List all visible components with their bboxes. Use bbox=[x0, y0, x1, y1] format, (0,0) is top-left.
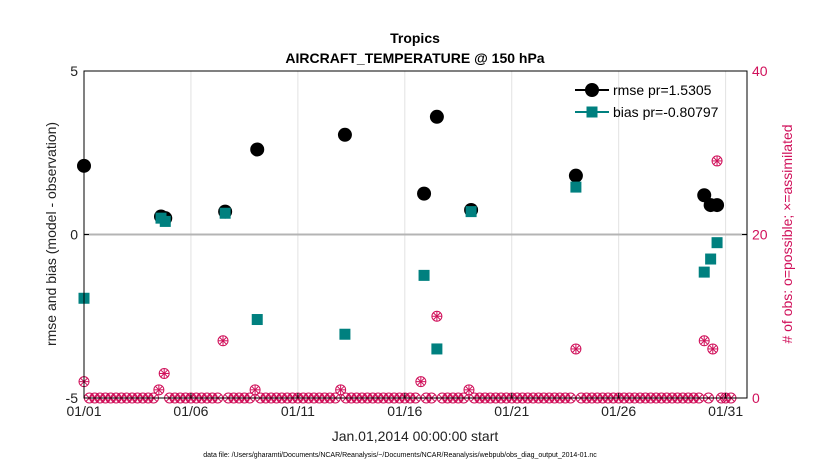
legend-item-rmse: rmse pr=1.5305 bbox=[575, 82, 712, 98]
legend-label-rmse: rmse pr=1.5305 bbox=[613, 82, 712, 98]
right-axis-ticks: 0 20 40 bbox=[742, 63, 768, 406]
rmse-point bbox=[250, 142, 265, 157]
x-tick-label: 01/31 bbox=[708, 403, 743, 419]
rmse-point bbox=[429, 109, 444, 124]
obs-count-marker bbox=[431, 310, 443, 322]
obs-markers bbox=[78, 155, 737, 404]
obs-count-marker bbox=[249, 384, 261, 396]
rmse-point bbox=[710, 198, 725, 213]
bias-point bbox=[698, 266, 710, 278]
y-axis-label-right: # of obs: o=possible; ×=assimilated bbox=[779, 124, 795, 343]
y-axis-label: rmse and bias (model - observation) bbox=[43, 122, 59, 346]
obs-count-marker bbox=[707, 343, 719, 355]
x-tick-label: 01/21 bbox=[494, 403, 529, 419]
rmse-point bbox=[417, 186, 432, 201]
x-tick-label: 01/11 bbox=[281, 403, 315, 419]
x-tick-label: 01/01 bbox=[66, 403, 101, 419]
x-tick-label: 01/06 bbox=[173, 403, 208, 419]
bias-point bbox=[431, 343, 443, 355]
legend: rmse pr=1.5305 bias pr=-0.80797 bbox=[575, 82, 719, 120]
obs-count-marker bbox=[570, 343, 582, 355]
chart-subtitle: AIRCRAFT_TEMPERATURE @ 150 hPa bbox=[285, 50, 544, 66]
obs-count-marker bbox=[335, 384, 347, 396]
obs-count-marker bbox=[158, 367, 170, 379]
obs-count-marker bbox=[698, 335, 710, 347]
y-right-tick-label: 40 bbox=[752, 63, 768, 79]
footer-data-file: data file: /Users/gharamti/Documents/NCA… bbox=[203, 452, 597, 459]
x-axis-label: Jan.01,2014 00:00:00 start bbox=[332, 428, 499, 444]
x-tick-label: 01/26 bbox=[601, 403, 636, 419]
y-right-tick-label: 20 bbox=[752, 227, 768, 243]
bias-point bbox=[711, 237, 723, 249]
series-markers bbox=[77, 109, 725, 355]
obs-count-marker bbox=[217, 335, 229, 347]
y-tick-label: 5 bbox=[70, 63, 78, 79]
x-tick-label: 01/16 bbox=[387, 403, 422, 419]
legend-label-bias: bias pr=-0.80797 bbox=[613, 104, 719, 120]
bias-point bbox=[159, 215, 171, 227]
y-right-tick-label: 0 bbox=[752, 390, 760, 406]
obs-count-marker bbox=[463, 384, 475, 396]
chart-title: Tropics bbox=[390, 30, 440, 46]
rmse-point bbox=[337, 127, 352, 142]
obs-count-marker bbox=[415, 376, 427, 388]
bias-point bbox=[219, 207, 231, 219]
bias-point bbox=[570, 181, 582, 193]
bias-point bbox=[251, 314, 263, 326]
bias-point bbox=[339, 328, 351, 340]
bias-point bbox=[705, 253, 717, 265]
legend-item-bias: bias pr=-0.80797 bbox=[575, 104, 719, 120]
rmse-point bbox=[568, 168, 583, 183]
bias-point bbox=[418, 269, 430, 281]
bias-point bbox=[465, 206, 477, 218]
obs-count-marker bbox=[711, 155, 723, 167]
y-tick-label: 0 bbox=[70, 227, 78, 243]
y-tick-label: -5 bbox=[66, 390, 79, 406]
x-axis-ticks: 01/01 01/06 01/11 01/16 01/21 01/26 01/31 bbox=[66, 393, 743, 419]
left-axis-ticks: -5 0 5 bbox=[66, 63, 89, 406]
obs-count-marker bbox=[153, 384, 165, 396]
